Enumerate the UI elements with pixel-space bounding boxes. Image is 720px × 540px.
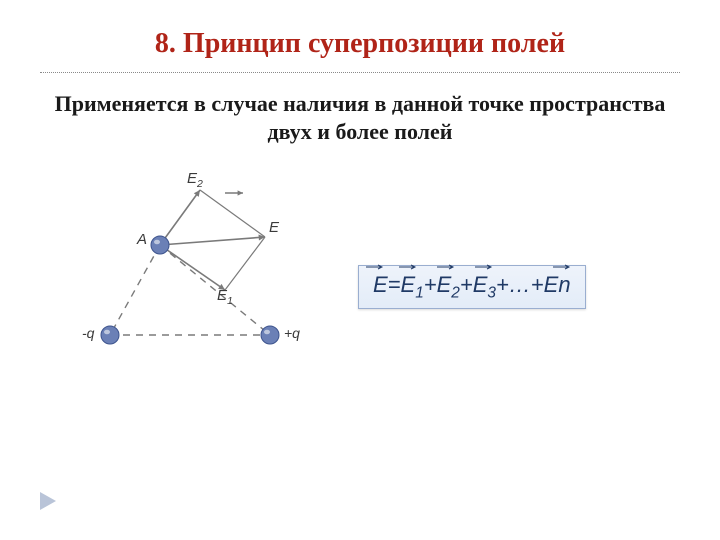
label-E: E: [269, 219, 279, 236]
diagram-svg: [70, 175, 330, 375]
label-neg-q: -q: [82, 325, 94, 341]
label-E2: E2: [187, 170, 203, 190]
formula-box: E=E1+E2+E3+…+En: [358, 265, 586, 309]
label-pos-q: +q: [284, 325, 300, 341]
label-E1: E1: [217, 287, 233, 307]
title-underline: [40, 72, 680, 73]
formula-vector-arrows: [359, 262, 589, 276]
play-marker-icon: [40, 492, 56, 510]
field-diagram: A E E1 E2 -q +q: [70, 175, 330, 380]
body-text: Применяется в случае наличия в данной то…: [48, 90, 672, 145]
label-A: A: [137, 231, 147, 248]
slide-title: 8. Принцип суперпозиции полей: [0, 28, 720, 60]
slide: 8. Принцип суперпозиции полей Применяетс…: [0, 0, 720, 540]
